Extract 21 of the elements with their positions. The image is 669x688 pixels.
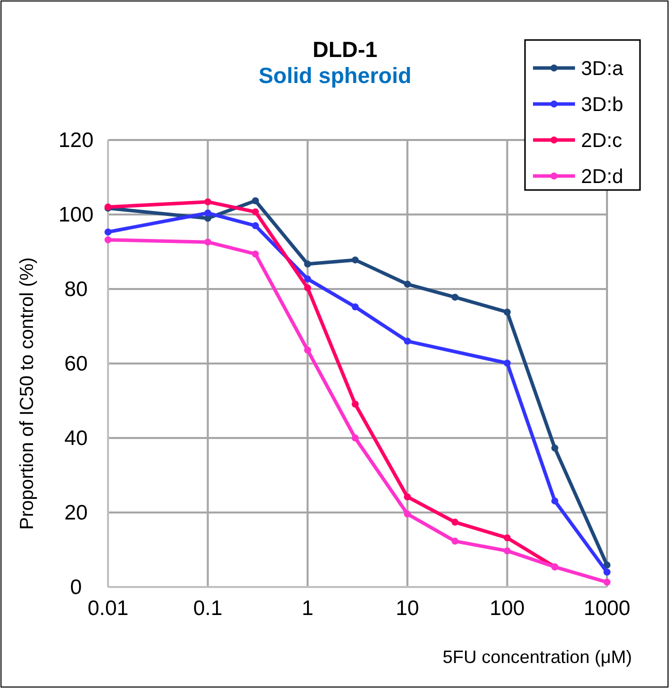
x-axis-title: 5FU concentration (μM) — [442, 647, 632, 667]
x-tick-label: 10 — [396, 597, 420, 620]
y-tick-label: 0 — [70, 576, 82, 599]
x-tick-label: 0.1 — [193, 597, 222, 620]
legend-label: 3D:b — [581, 94, 624, 116]
y-tick-label: 120 — [58, 129, 94, 152]
x-tick-label: 100 — [490, 597, 525, 620]
y-tick-label: 80 — [64, 278, 88, 301]
legend-label: 3D:a — [581, 58, 624, 80]
y-tick-label: 60 — [64, 352, 88, 376]
x-tick-label: 1 — [302, 597, 314, 620]
y-axis-title: Proportion of IC50 to control (%) — [17, 257, 38, 530]
legend-label: 2D:d — [581, 166, 624, 188]
chart-subtitle: Solid spheroid — [258, 63, 412, 88]
legend-label: 2D:c — [581, 130, 622, 152]
chart-title: DLD-1 — [312, 37, 378, 62]
x-tick-label: 1000 — [584, 597, 630, 620]
x-tick-label: 0.01 — [88, 597, 128, 620]
y-tick-label: 20 — [64, 502, 88, 524]
y-tick-label: 100 — [58, 204, 94, 226]
y-tick-label: 40 — [64, 427, 88, 450]
